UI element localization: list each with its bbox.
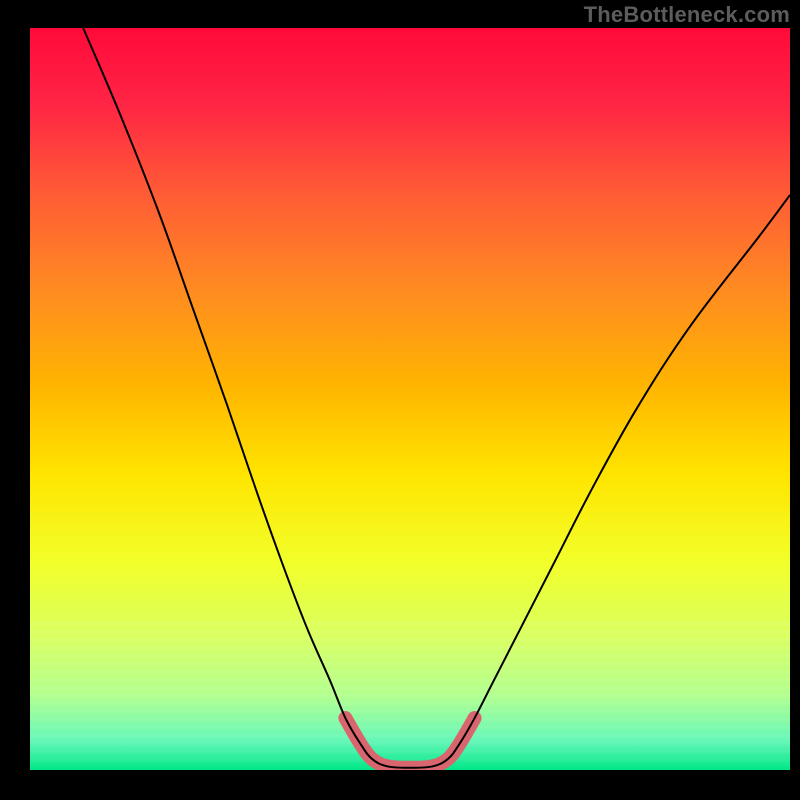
watermark-text: TheBottleneck.com bbox=[584, 2, 790, 28]
chart-svg bbox=[0, 0, 800, 800]
plot-background bbox=[30, 28, 790, 770]
chart-canvas: TheBottleneck.com bbox=[0, 0, 800, 800]
